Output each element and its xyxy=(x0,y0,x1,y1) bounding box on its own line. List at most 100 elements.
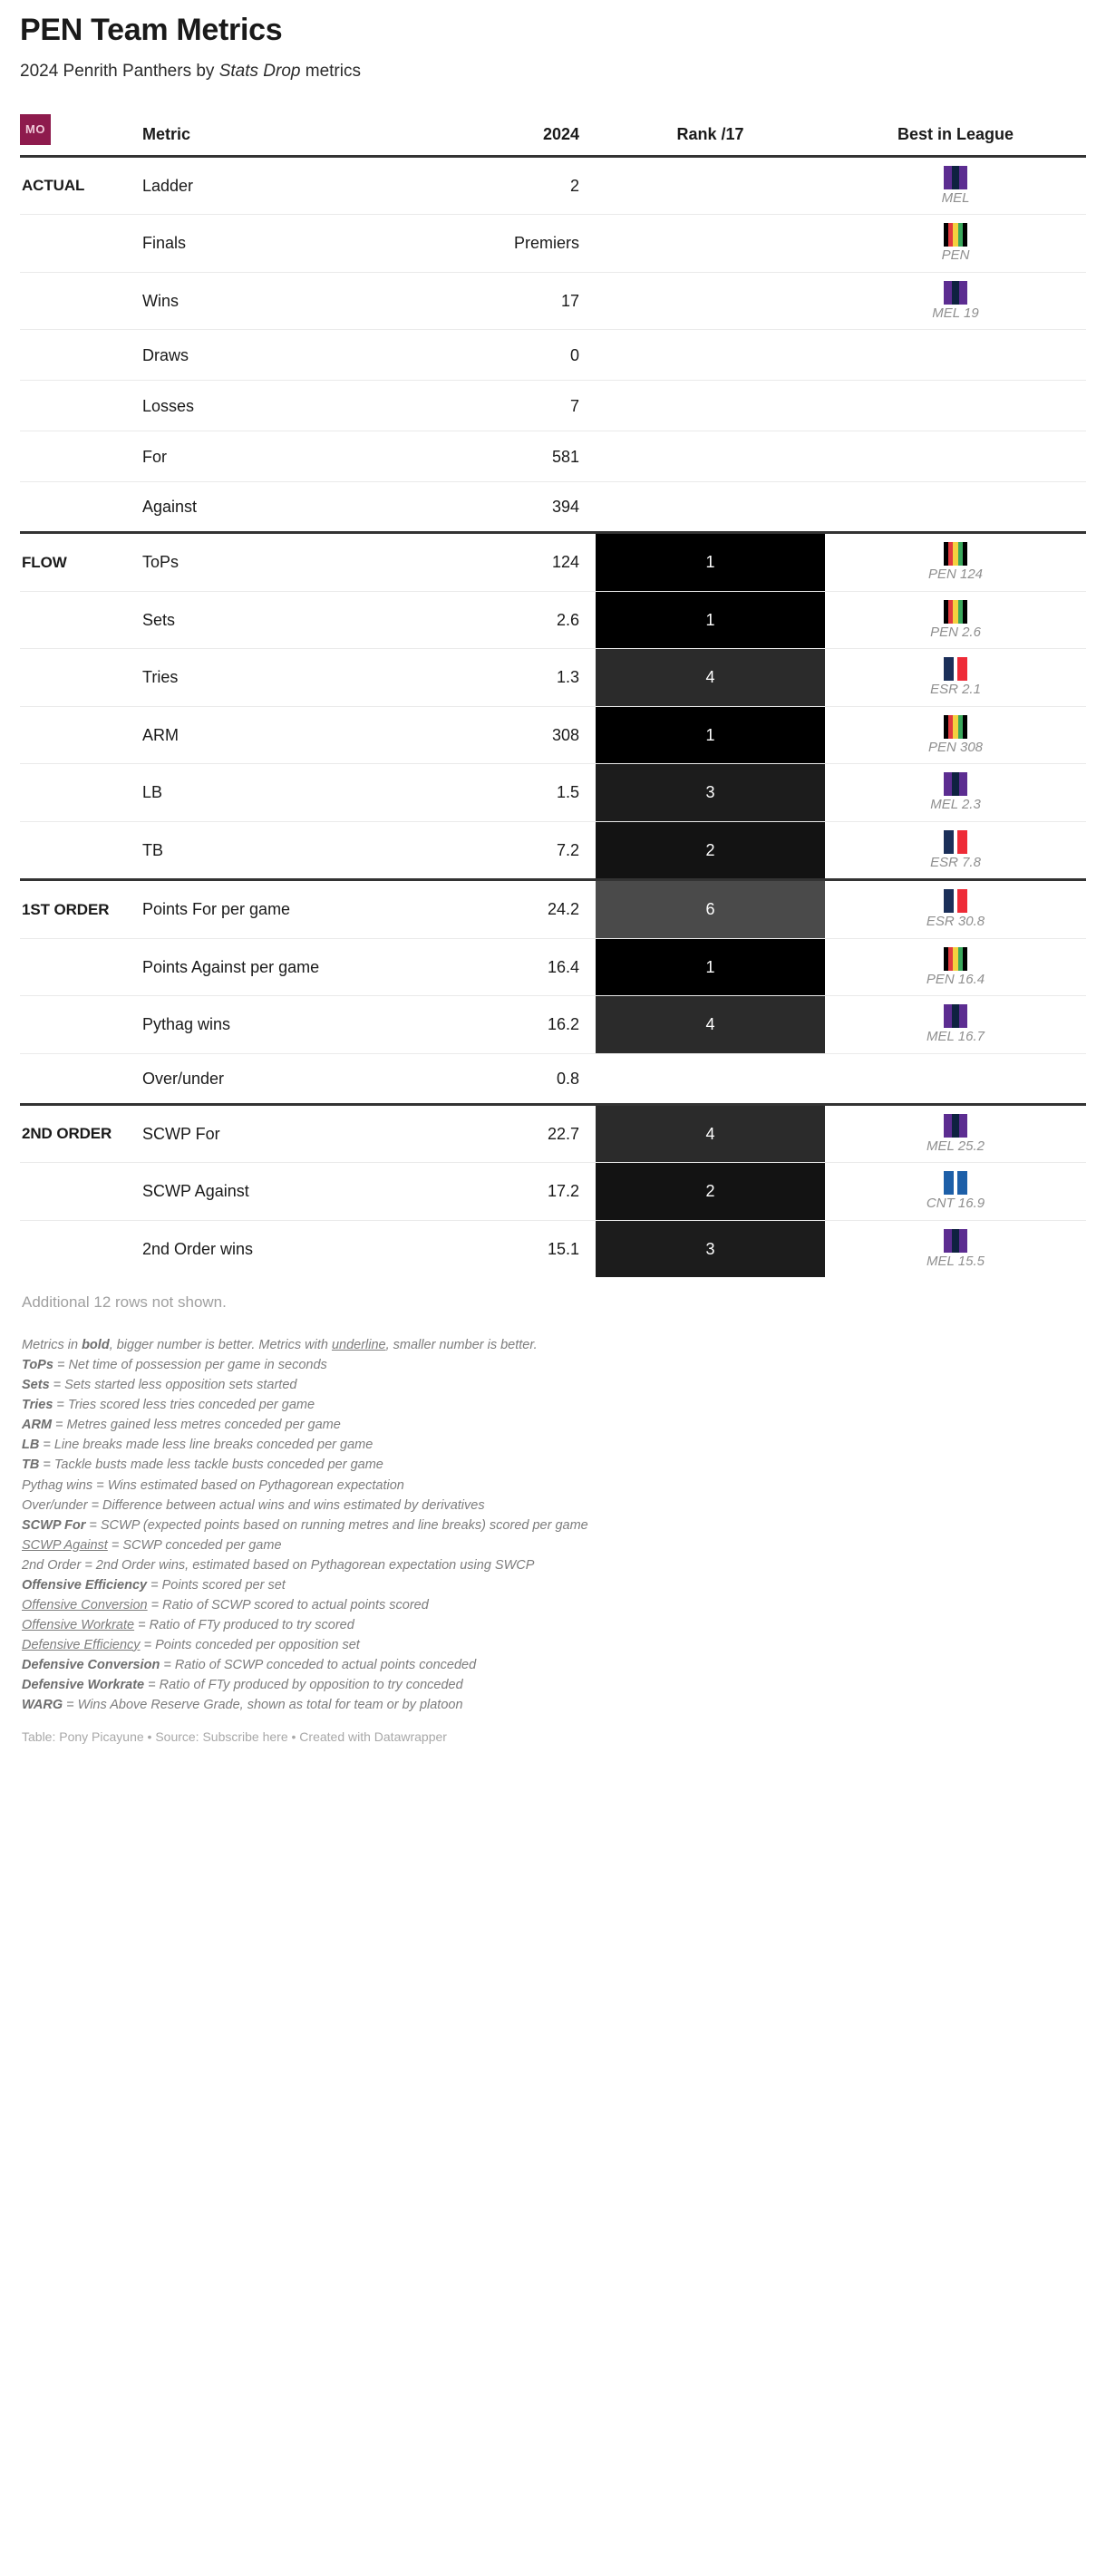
team-swatch-pen xyxy=(944,542,967,567)
best-in-league-label: MEL 16.7 xyxy=(927,1029,985,1045)
table-row[interactable]: For 581 xyxy=(20,431,1087,482)
best-in-league-cell: MEL 15.5 xyxy=(825,1219,1087,1278)
metric-value-cell: 17.2 xyxy=(464,1162,597,1221)
best-in-league-cell: ESR 30.8 xyxy=(825,878,1087,939)
swatch-stripe xyxy=(944,946,949,971)
team-swatch-mel xyxy=(944,1228,967,1253)
table-row[interactable]: TB 7.2 2 ESR 7.8 xyxy=(20,820,1087,880)
metric-value-cell: 15.1 xyxy=(464,1219,597,1278)
best-in-league-cell: MEL 25.2 xyxy=(825,1102,1087,1163)
swatch-stripe xyxy=(957,829,967,854)
best-in-league-team: MEL 19 xyxy=(825,280,1086,322)
best-in-league-label: MEL 25.2 xyxy=(927,1138,985,1154)
metric-name-cell: ARM xyxy=(142,705,465,764)
best-in-league-cell xyxy=(825,481,1087,533)
additional-rows-note: Additional 12 rows not shown. xyxy=(22,1293,227,1312)
table-row[interactable]: 1ST ORDER Points For per game 24.2 6 ESR… xyxy=(20,878,1087,939)
best-in-league-team: PEN xyxy=(825,223,1086,264)
metric-value-cell: 308 xyxy=(464,705,597,764)
table-row[interactable]: Tries 1.3 4 ESR 2.1 xyxy=(20,648,1087,707)
swatch-stripe xyxy=(951,1113,960,1138)
table-row[interactable]: Losses 7 xyxy=(20,380,1087,431)
metric-name-cell: Pythag wins xyxy=(142,995,465,1054)
table-row[interactable]: Finals Premiers PEN xyxy=(20,214,1087,273)
metric-rank-cell: 4 xyxy=(596,648,826,707)
metric-value-cell: 22.7 xyxy=(464,1102,597,1163)
table-row[interactable]: FLOW ToPs 124 1 PEN 124 xyxy=(20,531,1087,592)
table-row[interactable]: 2nd Order wins 15.1 3 MEL 15.5 xyxy=(20,1219,1087,1278)
best-in-league-cell: MEL 16.7 xyxy=(825,995,1087,1054)
table-row[interactable]: SCWP Against 17.2 2 CNT 16.9 xyxy=(20,1162,1087,1221)
metric-name-cell: ToPs xyxy=(142,531,465,592)
section-group-label xyxy=(20,648,142,707)
best-in-league-cell: MEL xyxy=(825,154,1087,215)
swatch-stripe xyxy=(948,714,954,739)
column-header-rank[interactable]: Rank /17 xyxy=(596,113,826,158)
swatch-stripe xyxy=(953,1171,958,1196)
best-in-league-cell xyxy=(825,1052,1087,1105)
swatch-stripe xyxy=(951,280,960,305)
table-row[interactable]: Pythag wins 16.2 4 MEL 16.7 xyxy=(20,995,1087,1054)
best-in-league-cell: CNT 16.9 xyxy=(825,1162,1087,1221)
metric-value-cell: 16.4 xyxy=(464,937,597,996)
metric-value-cell: 7.2 xyxy=(464,820,597,880)
footnote-line: Offensive Conversion = Ratio of SCWP sco… xyxy=(22,1597,429,1612)
section-group-label: 2ND ORDER xyxy=(20,1102,142,1163)
footnote-line: ToPs = Net time of possession per game i… xyxy=(22,1358,327,1373)
swatch-stripe xyxy=(957,1171,967,1196)
metric-name-cell: Finals xyxy=(142,214,465,273)
metric-name-cell: SCWP Against xyxy=(142,1162,465,1221)
table-row[interactable]: Draws 0 xyxy=(20,329,1087,381)
table-row[interactable]: LB 1.5 3 MEL 2.3 xyxy=(20,763,1087,822)
table-row[interactable]: Wins 17 MEL 19 xyxy=(20,271,1087,330)
metric-name-cell: TB xyxy=(142,820,465,880)
swatch-stripe xyxy=(944,1113,952,1138)
metric-name-cell: Losses xyxy=(142,380,465,431)
swatch-stripe xyxy=(959,280,967,305)
metric-value-cell: 7 xyxy=(464,380,597,431)
swatch-stripe xyxy=(951,1228,960,1253)
metric-value-cell: 2 xyxy=(464,154,597,215)
swatch-stripe xyxy=(944,599,949,624)
table-row[interactable]: 2ND ORDER SCWP For 22.7 4 MEL 25.2 xyxy=(20,1102,1087,1163)
metric-rank-cell: 1 xyxy=(596,705,826,764)
best-in-league-team: PEN 308 xyxy=(825,714,1086,756)
table-header: MO Metric 2024 Rank /17 Best in League xyxy=(20,113,1087,158)
swatch-stripe xyxy=(957,542,963,567)
column-header-metric[interactable]: Metric xyxy=(142,113,465,158)
metric-value-cell: Premiers xyxy=(464,214,597,273)
best-in-league-label: MEL 15.5 xyxy=(927,1253,985,1269)
table-row[interactable]: Sets 2.6 1 PEN 2.6 xyxy=(20,590,1087,649)
swatch-stripe xyxy=(948,542,954,567)
footnote-line: LB = Line breaks made less line breaks c… xyxy=(22,1438,374,1453)
page-subtitle: 2024 Penrith Panthers by Stats Drop metr… xyxy=(20,61,1086,83)
best-in-league-label: ESR 2.1 xyxy=(930,682,981,698)
metric-value-cell: 581 xyxy=(464,431,597,482)
swatch-stripe xyxy=(944,772,952,797)
footnote-line: Offensive Efficiency = Points scored per… xyxy=(22,1577,286,1593)
table-row[interactable]: ARM 308 1 PEN 308 xyxy=(20,705,1087,764)
column-header-best-in-league[interactable]: Best in League xyxy=(825,113,1087,158)
table-row[interactable]: Over/under 0.8 xyxy=(20,1052,1087,1105)
best-in-league-cell xyxy=(825,431,1087,482)
footnote-line: Defensive Conversion = Ratio of SCWP con… xyxy=(22,1657,477,1672)
best-in-league-team: ESR 2.1 xyxy=(825,657,1086,698)
column-header-2024[interactable]: 2024 xyxy=(464,113,597,158)
best-in-league-label: MEL xyxy=(941,189,970,206)
best-in-league-team: ESR 7.8 xyxy=(825,829,1086,871)
swatch-stripe xyxy=(962,223,967,247)
best-in-league-team: PEN 124 xyxy=(825,542,1086,583)
footnote-line: Sets = Sets started less opposition sets… xyxy=(22,1378,297,1393)
section-group-label xyxy=(20,763,142,822)
table-row[interactable]: ACTUAL Ladder 2 MEL xyxy=(20,154,1087,215)
table-row[interactable]: Points Against per game 16.4 1 PEN 16.4 xyxy=(20,937,1087,996)
metric-value-cell: 394 xyxy=(464,481,597,533)
metric-name-cell: For xyxy=(142,431,465,482)
metric-rank-cell: 3 xyxy=(596,763,826,822)
table-row[interactable]: Against 394 xyxy=(20,481,1087,533)
metric-rank-cell xyxy=(596,154,826,215)
swatch-stripe xyxy=(944,1004,952,1029)
best-in-league-team: MEL 16.7 xyxy=(825,1004,1086,1045)
section-group-label xyxy=(20,705,142,764)
footnote-line: Pythag wins = Wins estimated based on Py… xyxy=(22,1477,404,1493)
